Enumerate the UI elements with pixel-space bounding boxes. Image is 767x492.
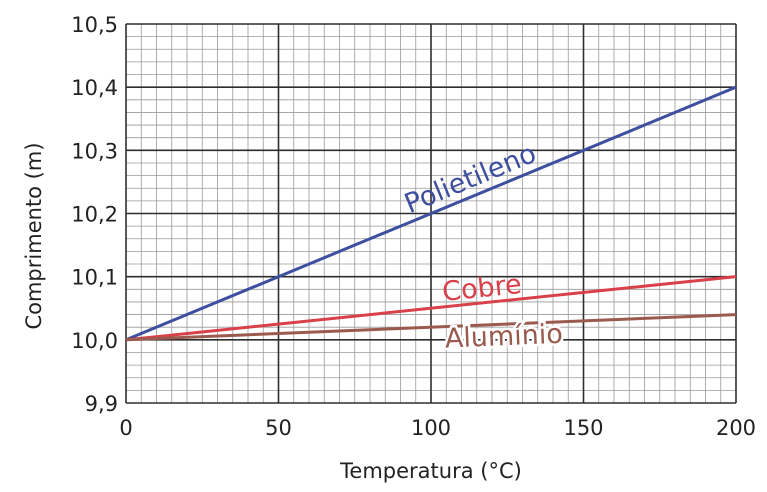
y-tick-labels: 9,9 10,0 10,1 10,2 10,3 10,4 10,5 xyxy=(71,13,118,416)
series-line-1 xyxy=(125,275,737,342)
x-tick-label: 150 xyxy=(563,416,603,440)
y-axis-label: Comprimento (m) xyxy=(22,142,46,329)
x-tick-label: 100 xyxy=(411,416,451,440)
x-tick-labels: 0 50 100 150 200 xyxy=(119,416,756,440)
y-tick-label: 10,5 xyxy=(71,13,118,37)
y-tick-label: 10,2 xyxy=(71,203,118,227)
y-tick-label: 10,1 xyxy=(71,266,118,290)
x-axis-label: Temperatura (°C) xyxy=(339,459,522,483)
y-tick-label: 10,0 xyxy=(71,329,118,353)
series-line-0 xyxy=(125,85,737,342)
x-tick-label: 0 xyxy=(119,416,132,440)
y-tick-label: 10,4 xyxy=(71,76,118,100)
y-tick-label: 10,3 xyxy=(71,139,118,163)
y-tick-label: 9,9 xyxy=(85,392,118,416)
series-line-2 xyxy=(125,313,737,342)
x-tick-label: 200 xyxy=(716,416,756,440)
series-lines xyxy=(125,85,737,342)
series-label-2: Alumínio xyxy=(444,319,563,355)
x-tick-label: 50 xyxy=(265,416,292,440)
